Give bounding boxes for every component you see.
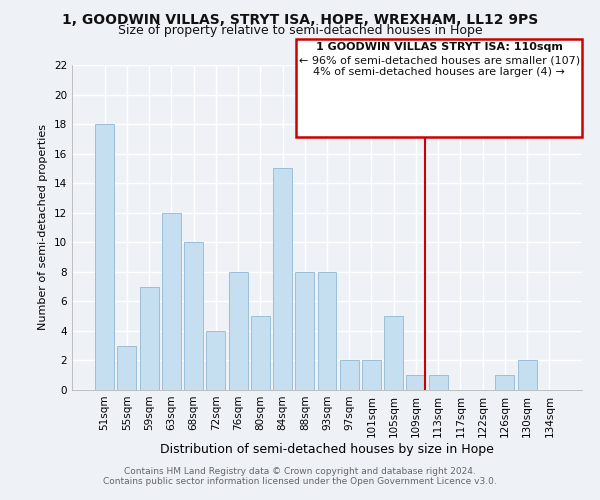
Bar — [118, 346, 136, 390]
Text: 4% of semi-detached houses are larger (4) →: 4% of semi-detached houses are larger (4… — [313, 67, 565, 77]
Bar — [95, 124, 114, 390]
Y-axis label: Number of semi-detached properties: Number of semi-detached properties — [38, 124, 49, 330]
Text: 1 GOODWIN VILLAS STRYT ISA: 110sqm: 1 GOODWIN VILLAS STRYT ISA: 110sqm — [316, 42, 563, 52]
Text: ← 96% of semi-detached houses are smaller (107): ← 96% of semi-detached houses are smalle… — [299, 56, 580, 66]
Bar — [206, 331, 225, 390]
Bar — [384, 316, 403, 390]
Bar — [317, 272, 337, 390]
Bar — [184, 242, 203, 390]
Text: Contains public sector information licensed under the Open Government Licence v3: Contains public sector information licen… — [103, 477, 497, 486]
Bar — [406, 375, 425, 390]
Bar — [362, 360, 381, 390]
Text: Size of property relative to semi-detached houses in Hope: Size of property relative to semi-detach… — [118, 24, 482, 37]
X-axis label: Distribution of semi-detached houses by size in Hope: Distribution of semi-detached houses by … — [160, 442, 494, 456]
Bar — [162, 212, 181, 390]
Text: 1, GOODWIN VILLAS, STRYT ISA, HOPE, WREXHAM, LL12 9PS: 1, GOODWIN VILLAS, STRYT ISA, HOPE, WREX… — [62, 12, 538, 26]
Bar — [273, 168, 292, 390]
Bar — [229, 272, 248, 390]
Bar — [140, 286, 158, 390]
Bar — [518, 360, 536, 390]
Bar — [496, 375, 514, 390]
Bar — [295, 272, 314, 390]
Bar — [340, 360, 359, 390]
Bar — [429, 375, 448, 390]
Text: Contains HM Land Registry data © Crown copyright and database right 2024.: Contains HM Land Registry data © Crown c… — [124, 467, 476, 476]
Bar — [251, 316, 270, 390]
